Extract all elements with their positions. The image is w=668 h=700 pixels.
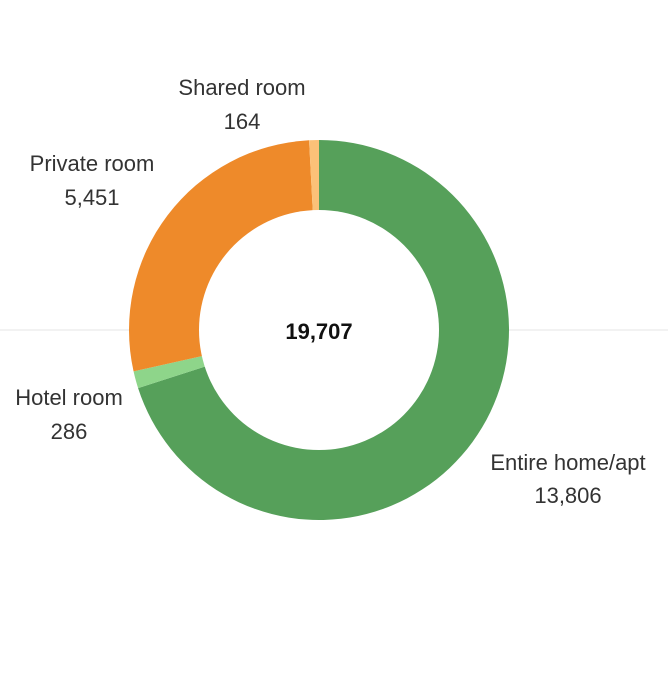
slice-name-label: Shared room bbox=[178, 75, 305, 100]
slice-name-label: Entire home/apt bbox=[490, 450, 645, 475]
slice-value-label: 13,806 bbox=[534, 483, 601, 508]
total-label: 19,707 bbox=[285, 319, 352, 344]
slice-value-label: 5,451 bbox=[64, 185, 119, 210]
slice-name-label: Private room bbox=[30, 151, 155, 176]
donut-hole bbox=[199, 210, 439, 450]
slice-value-label: 164 bbox=[224, 109, 261, 134]
slice-value-label: 286 bbox=[51, 419, 88, 444]
labels-group: Entire home/apt 13,806 Hotel room 286 Privat… bbox=[15, 75, 645, 508]
slice-name-label: Hotel room bbox=[15, 385, 123, 410]
